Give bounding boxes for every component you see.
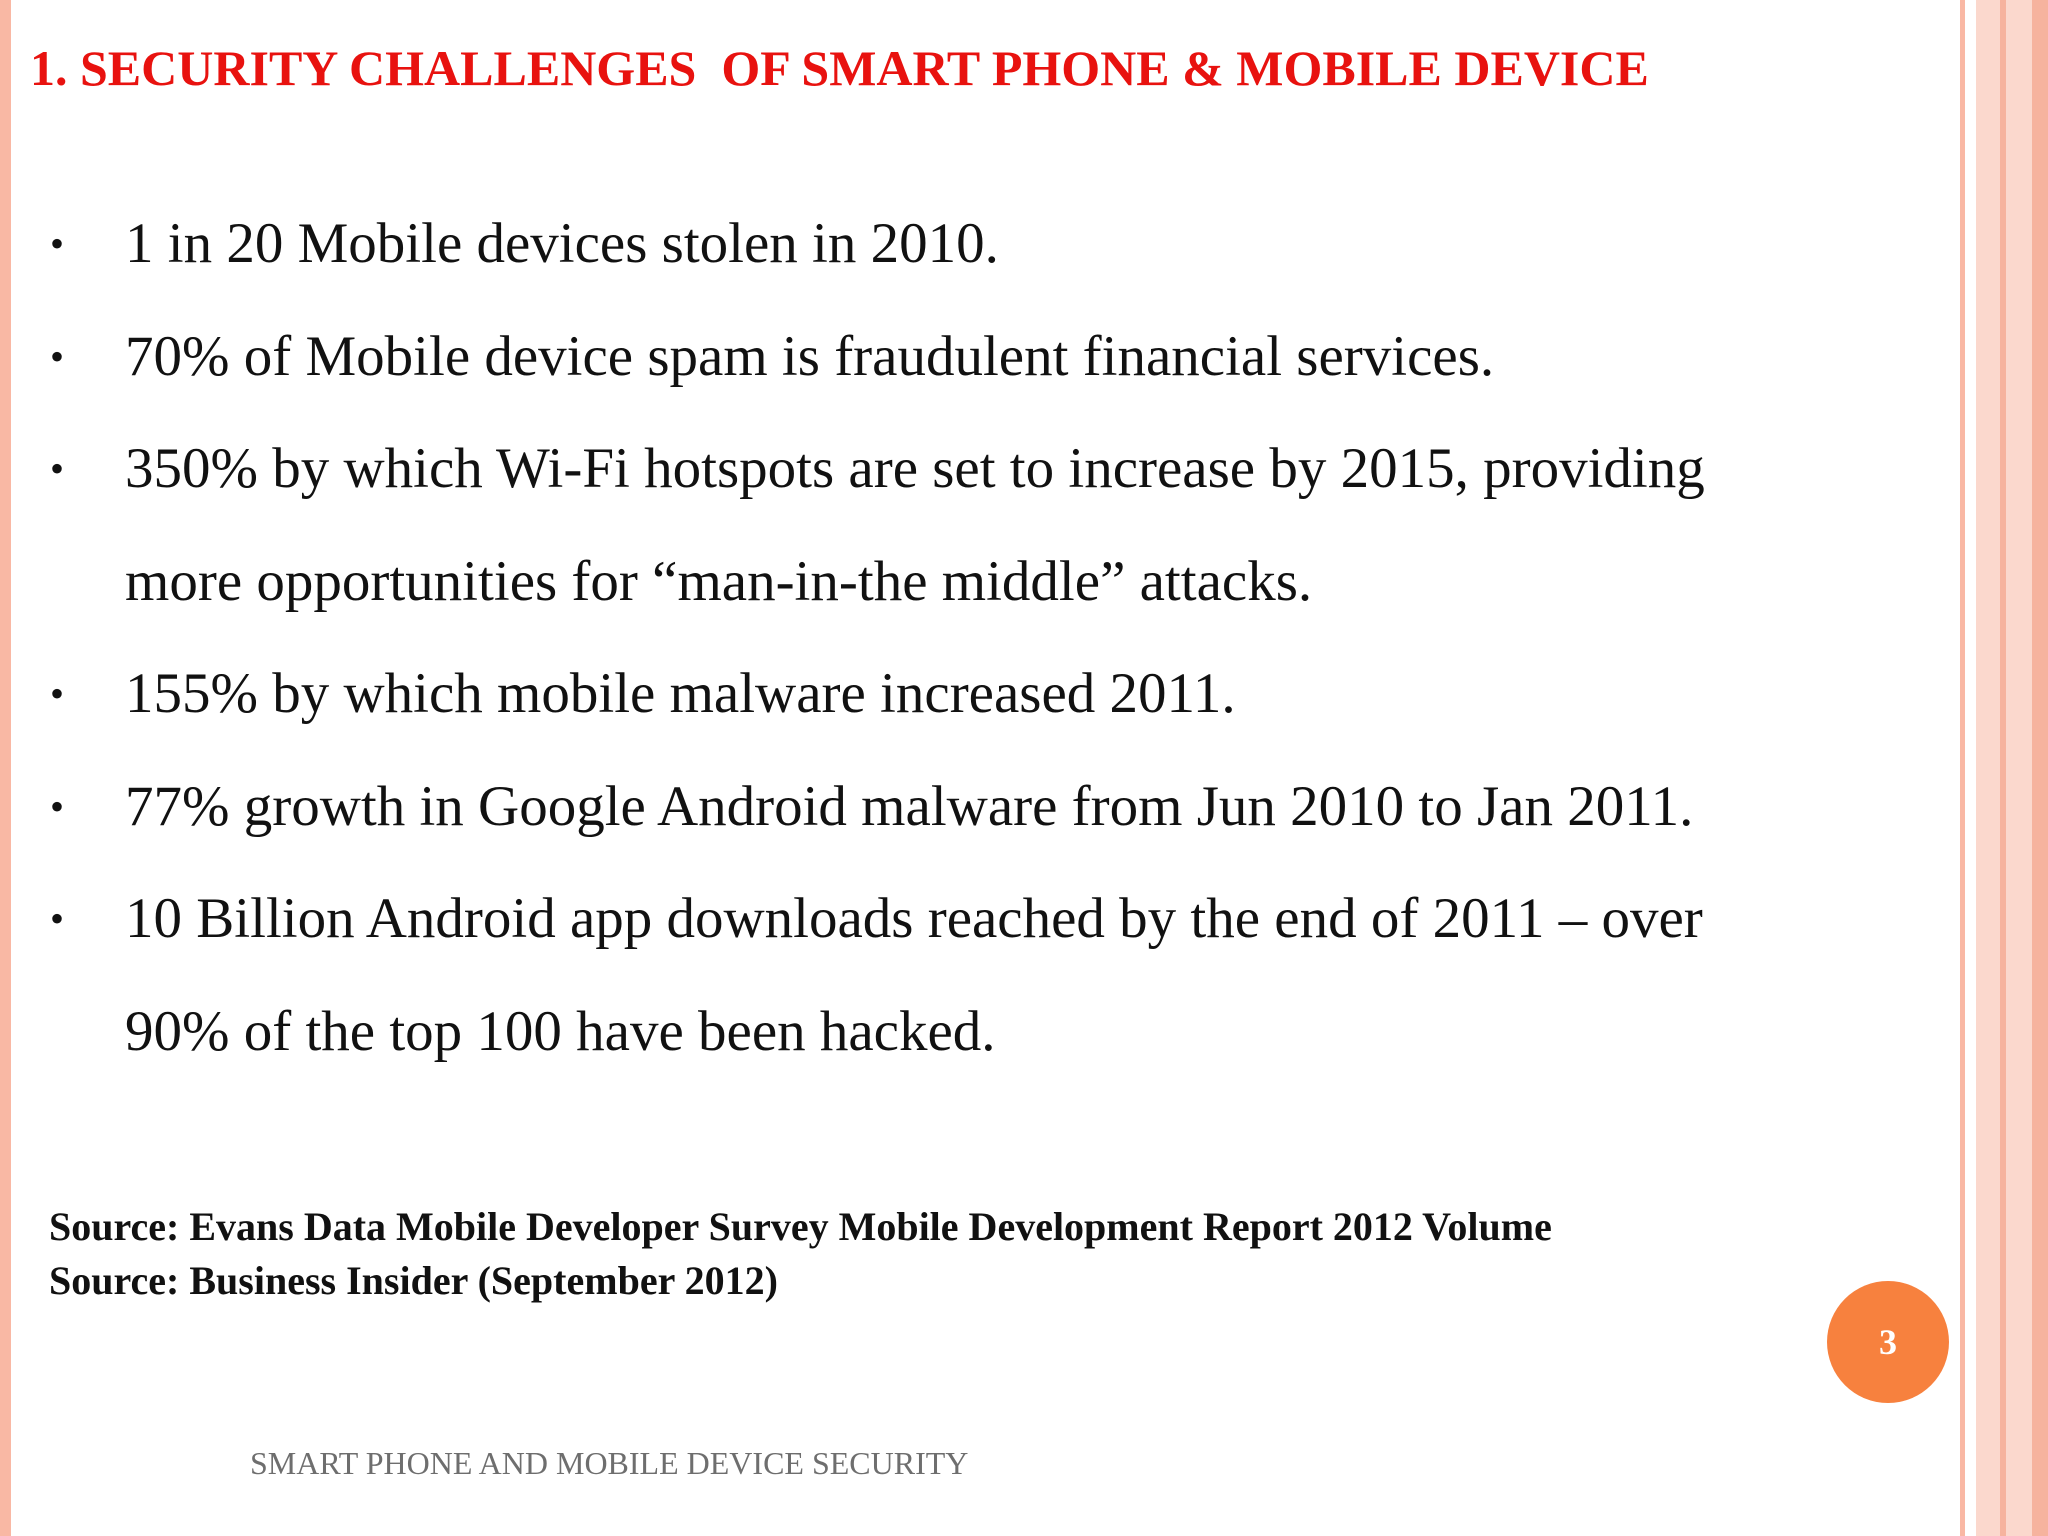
bullet-dot-icon: • [50,896,65,941]
bullet-text-line-2: more opportunities for “man-in-the middl… [125,549,1313,613]
bullet-dot-icon: • [50,221,65,266]
bullet-item: • 155% by which mobile malware increased… [0,638,1900,751]
right-border-edge [2032,0,2048,1536]
source-line: Source: Evans Data Mobile Developer Surv… [49,1204,1552,1249]
right-border-line [2000,0,2006,1536]
source-line: Source: Business Insider (September 2012… [49,1258,778,1303]
bullet-text-line-2: 90% of the top 100 have been hacked. [125,999,996,1063]
bullet-item: • 350% by which Wi-Fi hotspots are set t… [0,413,1900,638]
bullet-list: • 1 in 20 Mobile devices stolen in 2010.… [0,188,1900,1088]
bullet-dot-icon: • [50,783,65,829]
bullet-item: • 77% growth in Google Android malware f… [0,751,1900,864]
bullet-text: 155% by which mobile malware increased 2… [125,662,1236,725]
bullet-item: • 70% of Mobile device spam is fraudulen… [0,301,1900,414]
bullet-text: 70% of Mobile device spam is fraudulent … [125,324,1495,388]
page-number: 3 [1879,1322,1897,1362]
bullet-item: • 10 Billion Android app downloads reach… [0,863,1900,1088]
slide-title: 1. SECURITY CHALLENGES OF SMART PHONE & … [30,40,1649,96]
bullet-dot-icon: • [50,671,65,716]
bullet-dot-icon: • [50,333,65,379]
bullet-text: 1 in 20 Mobile devices stolen in 2010. [125,212,999,275]
bullet-item: • 1 in 20 Mobile devices stolen in 2010. [0,188,1900,301]
sources-block: Source: Evans Data Mobile Developer Surv… [49,1200,1899,1308]
left-border-stripe [0,0,11,1536]
bullet-text-line-1: 10 Billion Android app downloads reached… [125,887,1703,950]
bullet-text-line-1: 350% by which Wi-Fi hotspots are set to … [125,437,1705,500]
page-number-badge: 3 [1827,1281,1949,1403]
bullet-text: 77% growth in Google Android malware fro… [125,774,1694,838]
bullet-dot-icon: • [50,446,65,491]
right-border-thin-stripe [1960,0,1965,1536]
slide-footer: SMART PHONE AND MOBILE DEVICE SECURITY [250,1445,969,1481]
